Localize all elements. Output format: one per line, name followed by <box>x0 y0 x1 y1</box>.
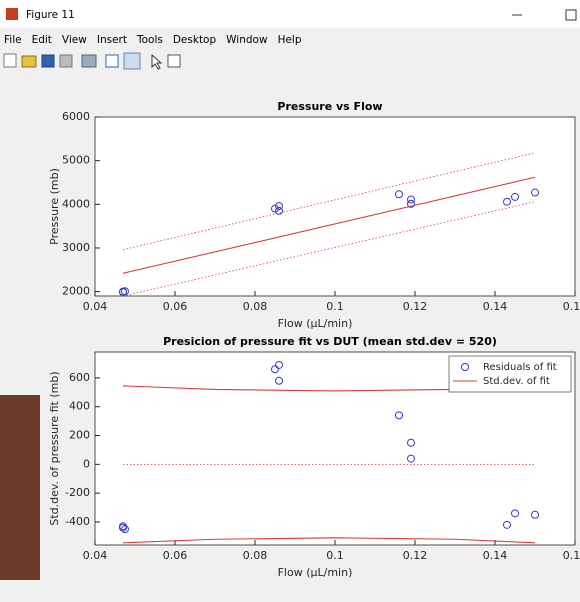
y-tick-label: 2000 <box>62 285 90 298</box>
tool-link[interactable] <box>82 55 96 67</box>
legend-label: Std.dev. of fit <box>483 376 550 387</box>
menu-item[interactable]: File <box>4 34 22 46</box>
y-tick-label: 400 <box>69 400 90 413</box>
menu-item[interactable]: Insert <box>97 34 127 46</box>
menu-item[interactable]: Tools <box>136 34 163 46</box>
title-bar <box>0 0 580 28</box>
tool-save[interactable] <box>42 55 54 67</box>
app-icon <box>6 8 18 20</box>
window-title: Figure 11 <box>26 9 75 21</box>
chart-title: Presicion of pressure fit vs DUT (mean s… <box>163 335 497 348</box>
x-tick-label: 0.08 <box>243 300 268 313</box>
legend: Residuals of fit Std.dev. of fit <box>449 356 571 392</box>
axes-area <box>95 117 575 296</box>
menu-item[interactable]: View <box>62 34 87 46</box>
x-tick-label: 0.14 <box>483 549 508 562</box>
y-tick-label: 5000 <box>62 154 90 167</box>
x-tick-label: 0.16 <box>563 300 580 313</box>
tool-print[interactable] <box>60 55 72 67</box>
x-tick-label: 0.14 <box>483 300 508 313</box>
window-bottom <box>0 580 580 602</box>
x-tick-label: 0.06 <box>163 549 188 562</box>
y-tick-label: 4000 <box>62 197 90 210</box>
y-tick-label: -200 <box>65 486 90 499</box>
chart: 0.04 0.06 0.08 0.1 0.12 0.14 0.16 -400 -200 0 200 4… <box>48 335 580 579</box>
x-tick-label: 0.08 <box>243 549 268 562</box>
tool-colorbar[interactable] <box>106 55 118 67</box>
chart-title: Pressure vs Flow <box>277 100 382 113</box>
tool-open[interactable] <box>22 56 36 67</box>
x-tick-label: 0.1 <box>326 300 344 313</box>
x-tick-label: 0.12 <box>403 300 428 313</box>
tool-legend[interactable] <box>124 53 140 69</box>
tool-inspector[interactable] <box>168 55 180 67</box>
x-tick-label: 0.06 <box>163 300 188 313</box>
y-axis-label: Std.dev. of pressure fit (mb) <box>48 371 61 525</box>
menu-item[interactable]: Help <box>278 34 302 46</box>
menu-item[interactable]: Desktop <box>173 34 217 46</box>
figure-window: Figure 11 File Edit View Insert Tools Desktop… <box>0 0 580 602</box>
chart: 0.04 0.06 0.08 0.1 0.12 0.14 0.16 2000 3000 4000 5… <box>48 100 580 330</box>
x-tick-label: 0.12 <box>403 549 428 562</box>
desktop-background <box>0 395 40 602</box>
x-tick-label: 0.04 <box>83 300 108 313</box>
x-axis-label: Flow (μL/min) <box>278 566 353 579</box>
x-tick-label: 0.1 <box>326 549 344 562</box>
tool-new[interactable] <box>4 54 16 67</box>
y-axis-label: Pressure (mb) <box>48 168 61 245</box>
y-tick-label: 0 <box>83 457 90 470</box>
y-tick-label: 3000 <box>62 241 90 254</box>
y-tick-label: -400 <box>65 515 90 528</box>
y-tick-label: 6000 <box>62 110 90 123</box>
y-tick-label: 600 <box>69 371 90 384</box>
x-tick-label: 0.04 <box>83 549 108 562</box>
x-axis-label: Flow (μL/min) <box>278 317 353 330</box>
menu-item[interactable]: Edit <box>32 34 52 46</box>
legend-label: Residuals of fit <box>483 362 557 373</box>
menu-item[interactable]: Window <box>226 34 268 46</box>
y-tick-label: 200 <box>69 429 90 442</box>
x-tick-label: 0.16 <box>563 549 580 562</box>
menu-bar: File Edit View Insert Tools Desktop Window Help <box>4 34 302 46</box>
